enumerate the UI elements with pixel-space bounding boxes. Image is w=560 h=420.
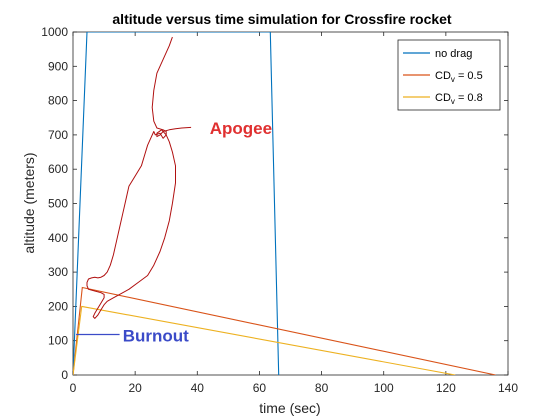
legend-entry-1: CDv = 0.5: [435, 70, 483, 84]
chart-title: altitude versus time simulation for Cros…: [112, 11, 452, 27]
y-tick-label: 1000: [41, 25, 68, 39]
legend-label-suffix: = 0.8: [455, 92, 483, 104]
legend-entry-0: no drag: [435, 48, 472, 60]
y-tick-label: 200: [48, 299, 68, 313]
axis-ticks: 0 20 40 60 80 100 120 140 0 100 200 300 400 500 600 700…: [41, 25, 518, 395]
y-tick-label: 0: [61, 368, 68, 382]
legend-label: CD: [435, 70, 451, 82]
series-group: [73, 32, 496, 375]
y-tick-label: 800: [48, 94, 68, 108]
y-tick-label: 900: [48, 59, 68, 73]
legend-entry-2: CDv = 0.8: [435, 92, 483, 106]
legend-label: CD: [435, 92, 451, 104]
annotation-burnout: Burnout: [123, 327, 189, 346]
legend-label: no drag: [435, 48, 472, 60]
x-tick-label: 80: [315, 381, 329, 395]
annotation-apogee: Apogee: [210, 119, 272, 138]
x-tick-label: 0: [70, 381, 77, 395]
y-axis-label: altitude (meters): [21, 152, 37, 253]
y-tick-label: 400: [48, 231, 68, 245]
y-tick-label: 700: [48, 128, 68, 142]
annotations: Apogee Burnout: [76, 36, 272, 346]
x-axis-label: time (sec): [259, 400, 320, 416]
x-tick-label: 100: [374, 381, 394, 395]
x-tick-label: 40: [191, 381, 205, 395]
legend-label-subscript: v: [451, 97, 455, 106]
y-tick-label: 300: [48, 265, 68, 279]
y-tick-label: 100: [48, 334, 68, 348]
x-tick-label: 140: [498, 381, 518, 395]
legend-label-suffix: = 0.5: [455, 70, 483, 82]
x-tick-label: 20: [128, 381, 142, 395]
y-tick-label: 600: [48, 162, 68, 176]
legend-label-subscript: v: [451, 75, 455, 84]
hand-drawn-trajectory: [86, 36, 192, 319]
x-tick-label: 60: [253, 381, 267, 395]
x-tick-label: 120: [436, 381, 456, 395]
y-tick-label: 500: [48, 197, 68, 211]
series-line-0: [73, 32, 280, 375]
series-line-1: [73, 286, 496, 375]
series-line-2: [73, 305, 456, 375]
